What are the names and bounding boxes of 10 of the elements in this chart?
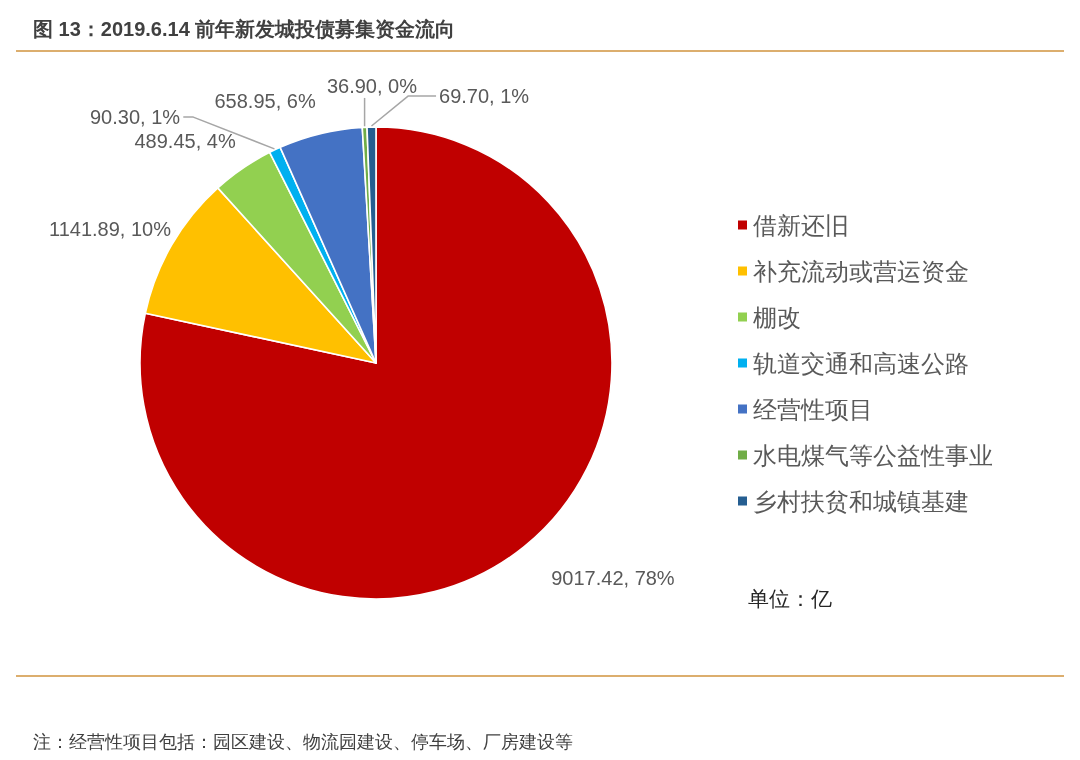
title: 图 13：2019.6.14 前年新发城投债募集资金流向: [33, 18, 456, 40]
legend-label: 补充流动或营运资金: [753, 257, 969, 285]
legend-label: 经营性项目: [753, 395, 873, 423]
annotation: 单位：亿: [748, 586, 832, 610]
legend-label: 水电煤气等公益性事业: [753, 441, 993, 469]
legend-label: 棚改: [753, 303, 801, 331]
legend-label: 借新还旧: [753, 211, 849, 239]
legend-label: 轨道交通和高速公路: [753, 349, 969, 377]
legend-label: 乡村扶贫和城镇基建: [753, 487, 969, 515]
annotation: 注：经营性项目包括：园区建设、物流园建设、停车场、厂房建设等: [33, 732, 573, 752]
